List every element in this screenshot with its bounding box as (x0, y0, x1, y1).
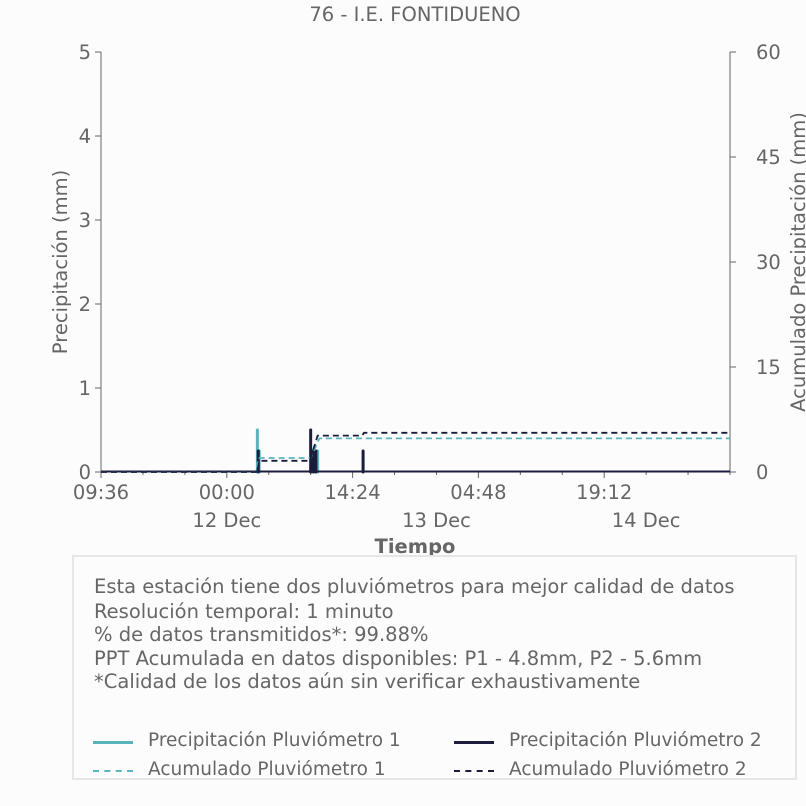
x-tick-label: 04:48 (450, 481, 506, 504)
info-resolution: Resolución temporal: 1 minuto (94, 600, 394, 623)
info-transmitted: % de datos transmitidos*: 99.88% (94, 623, 429, 646)
y2-tick-label: 45 (756, 146, 781, 169)
info-stations: Esta estación tiene dos pluviómetros par… (94, 575, 735, 598)
y-tick-label: 0 (79, 461, 91, 484)
x-tick-label: 09:36 (73, 481, 129, 504)
y2-tick-label: 60 (756, 41, 781, 64)
y-tick-label: 3 (79, 209, 91, 232)
y-tick-label: 1 (79, 377, 91, 400)
legend-swatch-a2 (454, 770, 494, 772)
x-tick-label: 14:24 (324, 481, 380, 504)
legend-label-p1: Precipitación Pluviómetro 1 (148, 730, 401, 751)
y-tick-label: 2 (79, 293, 91, 316)
x-tick-label: 19:12 (576, 481, 632, 504)
cumulative-line (101, 431, 730, 473)
y2-tick-label: 0 (756, 461, 768, 484)
x-day-label: 13 Dec (402, 509, 471, 532)
chart: 76 - I.E. FONTIDUENO 01234501530456009:3… (49, 3, 806, 558)
info-accumulated: PPT Acumulada en datos disponibles: P1 -… (94, 647, 703, 670)
y2-tick-label: 15 (756, 356, 781, 379)
y2-axis-label: Acumulado Precipitación (mm) (787, 112, 806, 412)
y-tick-label: 5 (79, 41, 91, 64)
chart-title: 76 - I.E. FONTIDUENO (309, 3, 520, 26)
legend-label-a1: Acumulado Pluviómetro 1 (148, 759, 386, 780)
x-axis-label: Tiempo (375, 535, 456, 558)
info-quality-note: *Calidad de los datos aún sin verificar … (94, 670, 641, 693)
y2-tick-label: 30 (756, 251, 781, 274)
legend-swatch-p2 (454, 741, 494, 744)
plot-area (101, 428, 730, 474)
y-tick-label: 4 (79, 125, 91, 148)
y-axis-label: Precipitación (mm) (49, 170, 72, 354)
legend-label-p2: Precipitación Pluviómetro 2 (509, 730, 762, 751)
legend-swatch-a1 (93, 770, 133, 772)
x-day-label: 14 Dec (612, 509, 681, 532)
x-day-label: 12 Dec (192, 509, 261, 532)
x-tick-label: 00:00 (199, 481, 255, 504)
cumulative-line (101, 437, 730, 473)
legend-box: Esta estación tiene dos pluviómetros par… (72, 555, 797, 780)
legend-swatch-p1 (93, 741, 133, 744)
legend-label-a2: Acumulado Pluviómetro 2 (509, 759, 747, 780)
